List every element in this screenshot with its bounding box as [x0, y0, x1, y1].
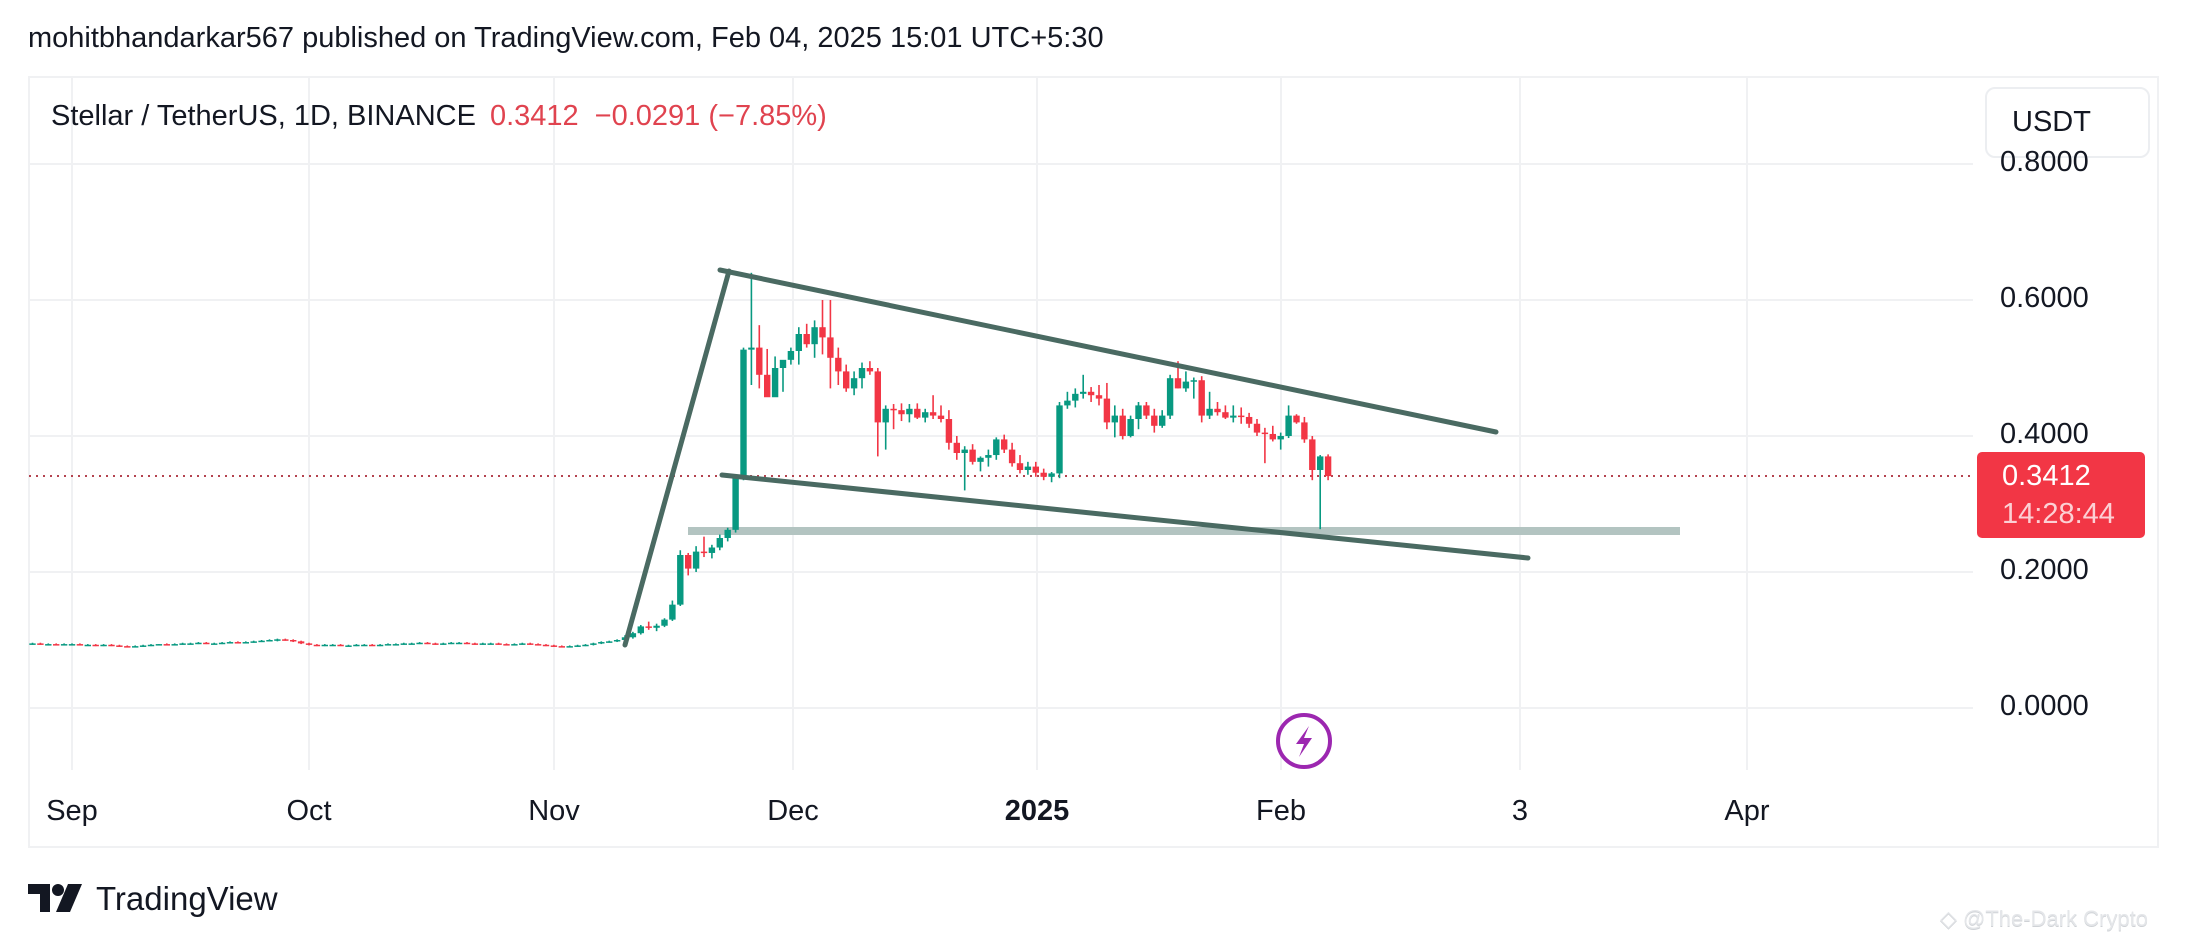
time-axis-label: 2025: [1004, 795, 1070, 827]
price-axis-label: 0.6000: [2000, 282, 2089, 314]
price-axis-label: 0.2000: [2000, 554, 2089, 586]
price-axis-label: 0.8000: [2000, 146, 2089, 178]
grid-lines: [29, 77, 1973, 770]
support-zone-band[interactable]: [688, 527, 1680, 535]
bar-countdown: 14:28:44: [2002, 498, 2115, 530]
price-tag-value: 0.3412: [2002, 460, 2091, 492]
currency-button[interactable]: USDT: [1985, 87, 2150, 158]
time-axis-label: Feb: [1256, 795, 1306, 827]
symbol-title: Stellar / TetherUS, 1D, BINANCE: [51, 100, 476, 132]
symbol-legend[interactable]: Stellar / TetherUS, 1D, BINANCE 0.3412 −0.…: [51, 100, 827, 133]
candlestick-series: [29, 272, 1332, 648]
last-price-tag: 0.3412 14:28:44: [1977, 452, 2145, 538]
diamond-logo-icon: ◇: [1940, 906, 1964, 931]
time-axis-label: Nov: [528, 795, 580, 827]
publisher-line: mohitbhandarkar567 published on TradingV…: [28, 22, 1104, 54]
time-axis-label: Sep: [46, 795, 98, 827]
time-axis-label: Apr: [1724, 795, 1770, 827]
time-axis-label: Dec: [767, 795, 819, 827]
time-axis-label: Oct: [286, 795, 332, 827]
tradingview-brand-text: TradingView: [96, 880, 278, 917]
tradingview-logo[interactable]: TradingView: [28, 880, 278, 918]
tradingview-logo-icon: [28, 884, 82, 912]
chart-frame: [28, 76, 2159, 848]
time-axis-label: 3: [1511, 795, 1529, 827]
price-axis-label: 0.4000: [2000, 418, 2089, 450]
price-change: −0.0291 (−7.85%): [594, 100, 827, 132]
watermark-text: @The-Dark Crypto: [1963, 906, 2148, 931]
last-price: 0.3412: [489, 100, 579, 132]
lightning-event-icon[interactable]: [1276, 713, 1332, 769]
watermark: ◇ @The-Dark Crypto: [1940, 906, 2148, 932]
trendline-drawings[interactable]: [622, 267, 1531, 648]
price-axis-label: 0.0000: [2000, 690, 2089, 722]
